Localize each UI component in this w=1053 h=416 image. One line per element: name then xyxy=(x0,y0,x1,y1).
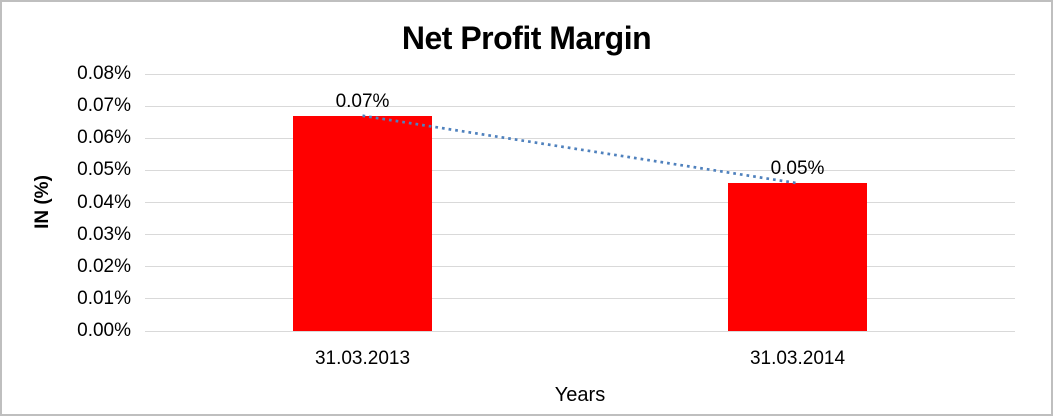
y-tick-label: 0.07% xyxy=(77,95,131,117)
chart-title: Net Profit Margin xyxy=(401,20,652,56)
y-tick-label: 0.02% xyxy=(77,255,131,277)
bar xyxy=(293,115,432,331)
y-tick-label: 0.08% xyxy=(77,63,131,84)
x-tick-label: 31.03.2013 xyxy=(314,348,411,369)
gridline xyxy=(145,137,1015,139)
y-tick-label: 0.06% xyxy=(77,127,131,149)
plot-area xyxy=(145,73,1015,332)
gridline xyxy=(145,169,1015,171)
gridline xyxy=(145,234,1015,236)
x-axis-title: Years xyxy=(554,384,606,406)
x-tick-label: 31.03.2014 xyxy=(749,348,846,369)
y-tick-label: 0.04% xyxy=(77,191,131,213)
y-tick-label: 0.00% xyxy=(77,320,131,341)
y-tick-label: 0.01% xyxy=(77,287,131,309)
gridline xyxy=(145,105,1015,107)
y-tick-label: 0.05% xyxy=(77,159,131,181)
trendline xyxy=(362,114,798,185)
data-label: 0.07% xyxy=(335,90,390,112)
gridline xyxy=(145,202,1015,203)
gridline xyxy=(145,266,1015,268)
y-axis-title: IN (%) xyxy=(32,175,53,229)
data-label: 0.05% xyxy=(770,158,825,180)
bar xyxy=(728,183,867,331)
y-tick-label: 0.03% xyxy=(77,223,131,245)
gridline xyxy=(145,330,1015,332)
gridline xyxy=(145,298,1015,300)
gridline xyxy=(145,73,1015,75)
